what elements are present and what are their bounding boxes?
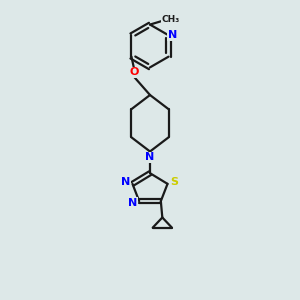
Text: N: N [128,198,137,208]
Text: CH₃: CH₃ [162,15,180,24]
Text: N: N [121,177,130,188]
Text: N: N [146,152,154,162]
Text: N: N [168,30,177,40]
Text: O: O [129,67,139,77]
Text: S: S [170,177,178,188]
